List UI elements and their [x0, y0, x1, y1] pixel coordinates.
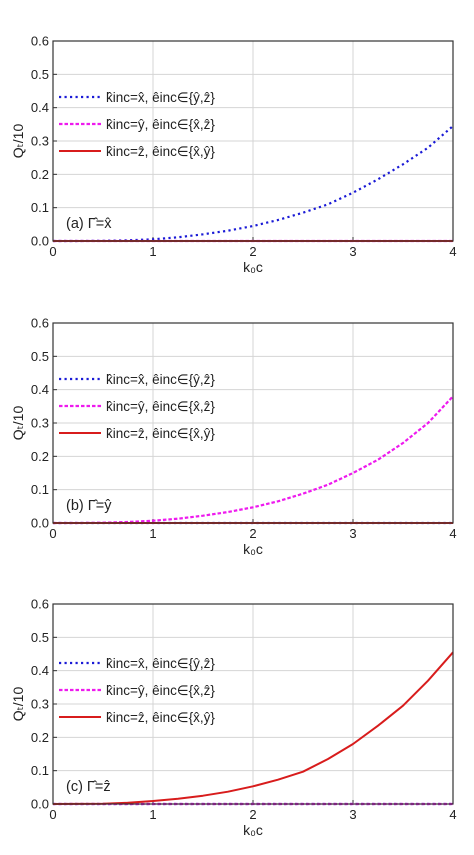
x-axis-label: k₀c	[243, 541, 263, 557]
series-line-3	[52, 651, 454, 805]
x-tick-label: 4	[449, 526, 456, 541]
x-tick-label: 4	[449, 244, 456, 259]
y-axis-label: Qₜ/10	[10, 406, 26, 441]
x-tick-label: 3	[349, 807, 356, 822]
x-tick-label: 3	[349, 526, 356, 541]
x-tick-label: 0	[49, 807, 56, 822]
y-tick-label: 0.0	[31, 234, 49, 249]
x-axis-label: k₀c	[243, 822, 263, 838]
legend-label-2: k̂inc=ŷ, êinc∈{x̂,ẑ}	[106, 117, 215, 132]
legend-label-2: k̂inc=ŷ, êinc∈{x̂,ẑ}	[106, 683, 215, 698]
legend-label-1: k̂inc=x̂, êinc∈{ŷ,ẑ}	[106, 90, 215, 105]
legend-label-1: k̂inc=x̂, êinc∈{ŷ,ẑ}	[106, 656, 215, 671]
panel-3: 0.0 0.1 0.2 0.3 0.4 0.5 0.6 0 1 2 3 4 k₀c Qₜ/10 k̂inc=…	[10, 597, 457, 839]
y-tick-label: 0.4	[31, 663, 49, 678]
y-tick-label: 0.6	[31, 34, 49, 49]
legend-label-3: k̂inc=ẑ, êinc∈{x̂,ŷ}	[106, 710, 215, 725]
y-tick-label: 0.1	[31, 482, 49, 497]
y-tick-label: 0.0	[31, 516, 49, 531]
y-tick-label: 0.6	[31, 316, 49, 331]
y-tick-label: 0.3	[31, 134, 49, 149]
y-axis-label: Qₜ/10	[10, 687, 26, 722]
y-axis-label: Qₜ/10	[10, 124, 26, 159]
plot-frame	[52, 603, 454, 805]
x-axis-label: k₀c	[243, 259, 263, 275]
y-tick-label: 0.4	[31, 382, 49, 397]
panel-1: 0.0 0.1 0.2 0.3 0.4 0.5 0.6 0 1 2 3 4 k₀c Qₜ/10 k̂inc=…	[10, 34, 457, 276]
x-tick-label: 1	[149, 526, 156, 541]
x-tick-label: 4	[449, 807, 456, 822]
x-tick-label: 1	[149, 807, 156, 822]
x-tick-label: 0	[49, 526, 56, 541]
y-tick-label: 0.2	[31, 167, 49, 182]
y-tick-label: 0.5	[31, 67, 49, 82]
x-tick-label: 3	[349, 244, 356, 259]
x-tick-label: 1	[149, 244, 156, 259]
x-tick-label: 2	[249, 526, 256, 541]
y-tick-label: 0.4	[31, 100, 49, 115]
y-tick-label: 0.3	[31, 697, 49, 712]
y-tick-label: 0.2	[31, 449, 49, 464]
legend-label-2: k̂inc=ŷ, êinc∈{x̂,ẑ}	[106, 399, 215, 414]
x-tick-label: 0	[49, 244, 56, 259]
x-tick-label: 2	[249, 244, 256, 259]
y-tick-label: 0.1	[31, 763, 49, 778]
legend-label-3: k̂inc=ẑ, êinc∈{x̂,ŷ}	[106, 426, 215, 441]
y-tick-label: 0.3	[31, 416, 49, 431]
legend-label-3: k̂inc=ẑ, êinc∈{x̂,ŷ}	[106, 144, 215, 159]
y-tick-label: 0.1	[31, 200, 49, 215]
panel-2: 0.0 0.1 0.2 0.3 0.4 0.5 0.6 0 1 2 3 4 k₀c Qₜ/10 k̂inc=…	[10, 316, 457, 558]
panel-label: (a) Γ̂=x̂	[66, 216, 112, 232]
panel-label: (b) Γ̂=ŷ	[66, 498, 112, 514]
y-tick-label: 0.2	[31, 730, 49, 745]
legend-label-1: k̂inc=x̂, êinc∈{ŷ,ẑ}	[106, 372, 215, 387]
plot-frame	[52, 40, 454, 242]
plot-frame	[52, 322, 454, 524]
y-tick-label: 0.6	[31, 597, 49, 612]
panel-label: (c) Γ̂=ẑ	[66, 779, 111, 795]
y-tick-label: 0.0	[31, 797, 49, 812]
y-tick-label: 0.5	[31, 349, 49, 364]
x-tick-label: 2	[249, 807, 256, 822]
y-tick-label: 0.5	[31, 630, 49, 645]
